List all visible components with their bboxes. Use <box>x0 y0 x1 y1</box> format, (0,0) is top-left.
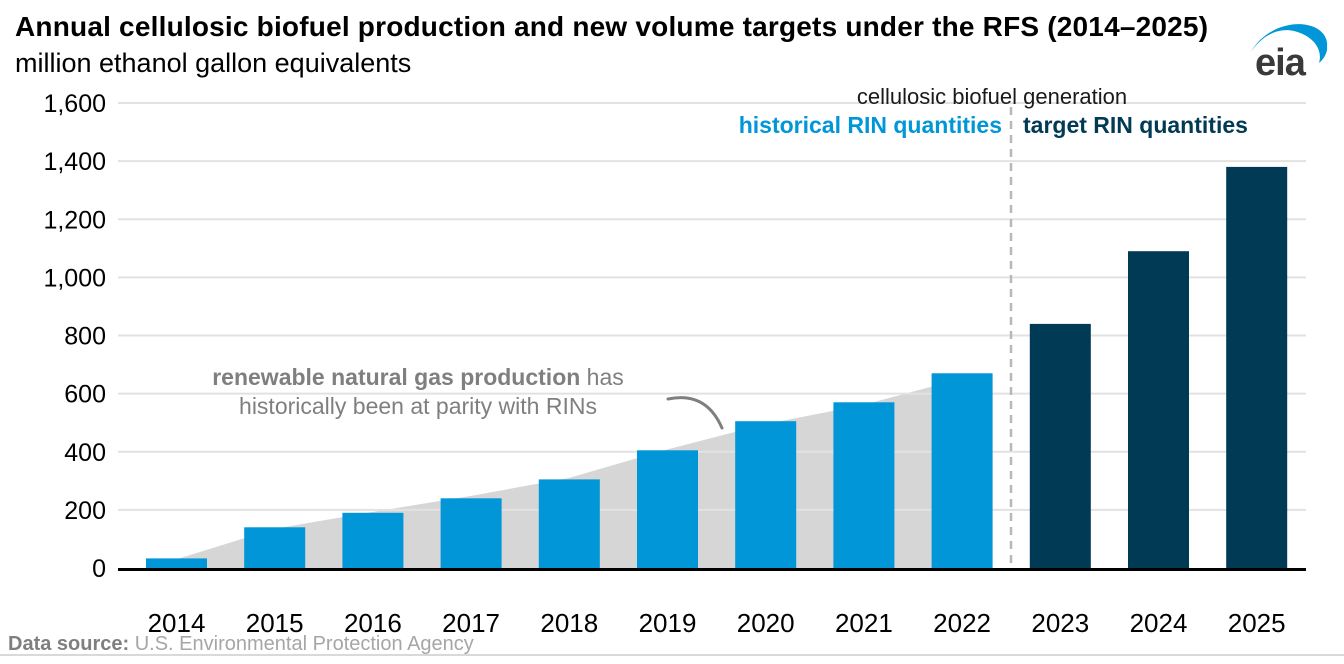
legend-target-label: target RIN quantities <box>1023 112 1248 138</box>
x-tick-label-2018: 2018 <box>540 608 598 638</box>
x-tick-label-2022: 2022 <box>933 608 991 638</box>
footer-divider-line <box>0 654 1344 656</box>
rng-annotation-bold: renewable natural gas production <box>212 364 581 390</box>
legend-historical-label: historical RIN quantities <box>738 112 1002 138</box>
x-tick-label-2019: 2019 <box>639 608 697 638</box>
x-tick-label-2017: 2017 <box>442 608 500 638</box>
y-tick-label-600: 600 <box>64 381 106 409</box>
chart-units-subtitle: million ethanol gallon equivalents <box>15 48 412 78</box>
bar-2018 <box>538 479 600 568</box>
y-tick-label-400: 400 <box>64 439 106 467</box>
data-source-label: Data source: <box>8 633 130 655</box>
bar-2024 <box>1128 251 1189 568</box>
y-tick-label-1200: 1,200 <box>43 206 106 234</box>
x-tick-label-2024: 2024 <box>1130 608 1188 638</box>
bar-2025 <box>1226 166 1288 568</box>
y-tick-label-200: 200 <box>64 497 106 525</box>
bar-2015 <box>244 527 306 568</box>
bar-2023 <box>1029 323 1091 568</box>
eia-logo: eia <box>1251 24 1328 80</box>
y-tick-label-1400: 1,400 <box>43 148 106 176</box>
legend-group-label: cellulosic biofuel generation <box>856 84 1128 109</box>
rng-annotation-rest: has <box>580 364 624 390</box>
bar-2021 <box>833 402 895 568</box>
y-tick-label-800: 800 <box>64 323 106 351</box>
x-tick-label-2014: 2014 <box>148 608 206 638</box>
chart-title: Annual cellulosic biofuel production and… <box>15 11 1209 42</box>
bar-2022 <box>931 373 993 568</box>
annotation-pointer-arc <box>666 396 724 430</box>
x-tick-label-2025: 2025 <box>1228 608 1286 638</box>
y-tick-label-0: 0 <box>92 555 106 583</box>
x-tick-label-2020: 2020 <box>737 608 795 638</box>
eia-logo-text: eia <box>1255 42 1307 80</box>
y-tick-label-1600: 1,600 <box>43 90 106 118</box>
rng-annotation-line2: historically been at parity with RINs <box>239 393 597 419</box>
bar-2020 <box>735 421 797 568</box>
bar-2017 <box>440 498 502 569</box>
x-tick-label-2016: 2016 <box>344 608 402 638</box>
x-tick-label-2015: 2015 <box>246 608 304 638</box>
x-tick-label-2021: 2021 <box>835 608 893 638</box>
rng-annotation: renewable natural gas production has his… <box>178 363 658 421</box>
bar-2019 <box>637 450 698 568</box>
x-tick-label-2023: 2023 <box>1031 608 1089 638</box>
eia-logo-swoosh-icon <box>1251 24 1328 63</box>
bar-2016 <box>342 512 404 568</box>
y-tick-label-1000: 1,000 <box>43 264 106 292</box>
data-source-text: U.S. Environmental Protection Agency <box>129 633 474 655</box>
data-source-note: Data source: U.S. Environmental Protecti… <box>8 633 474 656</box>
bar-2014 <box>146 558 207 568</box>
